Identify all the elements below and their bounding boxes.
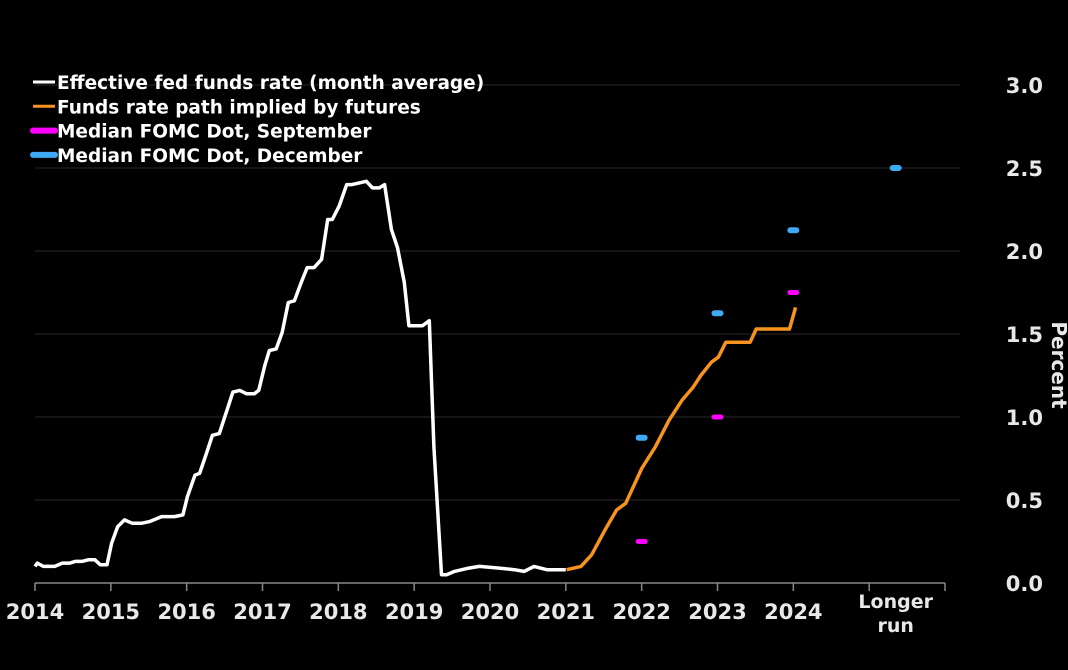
y-tick-label: 0.5 [1006, 489, 1043, 513]
x-tick-label: 2022 [612, 600, 670, 624]
y-tick-label: 2.0 [1006, 240, 1043, 264]
x-tick-label: 2019 [385, 600, 443, 624]
series-layer [33, 165, 902, 577]
y-tick-label: 0.0 [1006, 572, 1043, 596]
series-line-path [566, 306, 798, 572]
dot-marker [711, 414, 724, 420]
x-tick-label: 2024 [764, 600, 822, 624]
dot-marker [635, 539, 648, 544]
legend: Effective fed funds rate (month average)… [30, 73, 484, 167]
series-dots [635, 165, 902, 441]
x-tick-label: 2015 [82, 600, 140, 624]
legend-label: Median FOMC Dot, September [57, 122, 372, 143]
longer-run-label: run [877, 615, 913, 637]
y-tick-label: 1.0 [1006, 406, 1043, 430]
y-tick-label: 2.5 [1006, 157, 1043, 181]
y-tick-label: 3.0 [1006, 74, 1043, 98]
legend-label: Funds rate path implied by futures [57, 97, 421, 118]
dot-marker [711, 310, 724, 317]
dot-marker [635, 434, 648, 441]
dot-marker [787, 290, 800, 295]
y-axis-label: Percent [1047, 321, 1068, 409]
gridlines [35, 84, 960, 501]
series-dots [635, 290, 800, 544]
axes: 0.0 0.5 1.0 1.5 2.0 2.5 3.0 2014 2015 2016 2017 201… [6, 74, 1068, 637]
dot-marker [787, 227, 800, 234]
series-line [566, 306, 798, 572]
x-tick-label: 2021 [537, 600, 595, 624]
legend-label: Median FOMC Dot, December [57, 146, 363, 167]
y-tick-label: 1.5 [1006, 323, 1043, 347]
x-tick-label: 2023 [688, 600, 746, 624]
series-line [33, 179, 566, 577]
series-line-path [33, 179, 566, 577]
x-tick-label: 2017 [233, 600, 291, 624]
x-tick-label: 2018 [309, 600, 367, 624]
legend-label: Effective fed funds rate (month average) [57, 73, 484, 94]
x-tick-label: 2014 [6, 600, 64, 624]
dot-marker [889, 165, 902, 171]
x-tick-label: 2020 [461, 600, 519, 624]
longer-run-label: Longer [858, 591, 933, 613]
x-tick-label: 2016 [157, 600, 215, 624]
